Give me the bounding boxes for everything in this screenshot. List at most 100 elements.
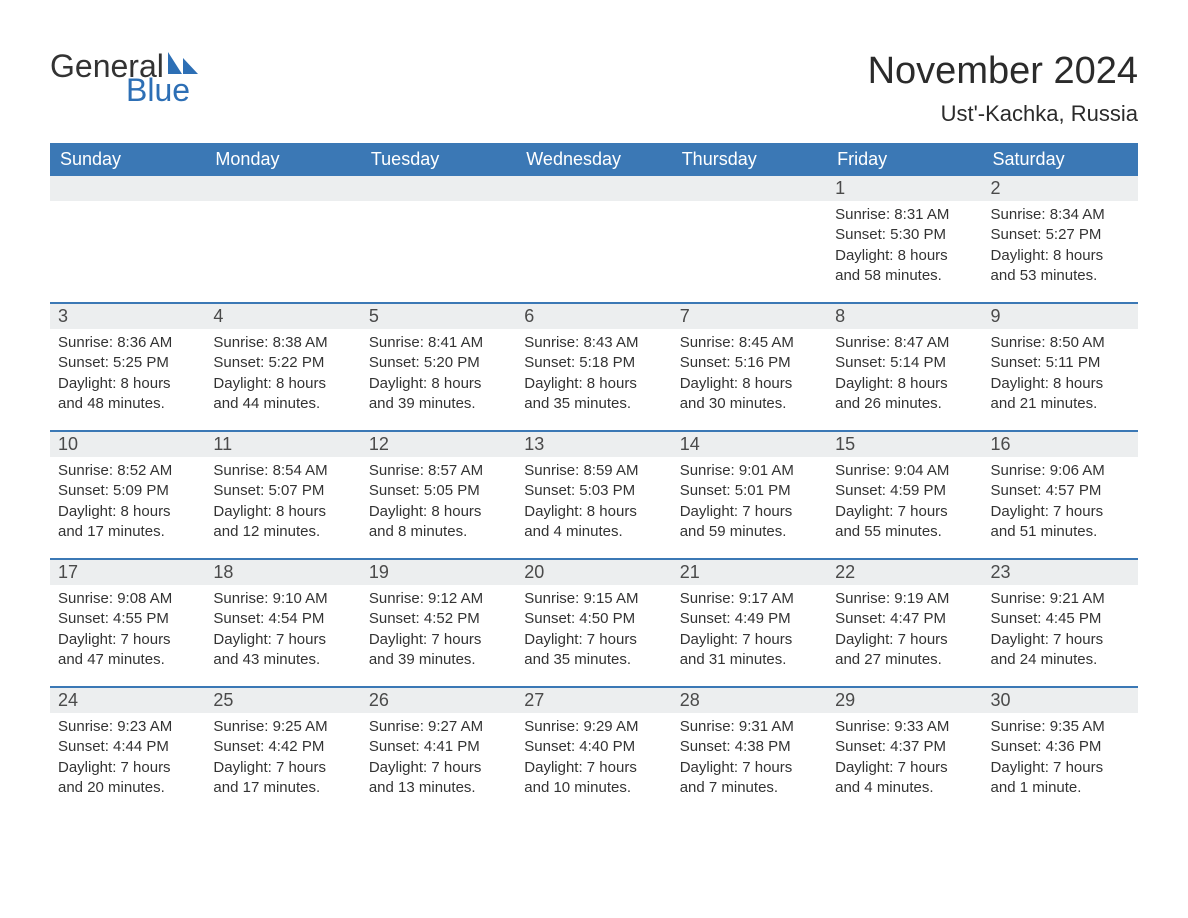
day-number: 21 — [672, 560, 827, 585]
calendar-day: 27Sunrise: 9:29 AMSunset: 4:40 PMDayligh… — [516, 688, 671, 814]
sunrise-text: Sunrise: 9:04 AM — [835, 461, 974, 481]
day-number: 10 — [50, 432, 205, 457]
logo: General Blue — [50, 50, 198, 106]
day-number: 30 — [983, 688, 1138, 713]
dow-friday: Friday — [827, 143, 982, 176]
calendar-day: . — [205, 176, 360, 302]
daylight-text-2: and 24 minutes. — [991, 650, 1130, 670]
sunset-text: Sunset: 4:52 PM — [369, 609, 508, 629]
day-details: Sunrise: 8:43 AMSunset: 5:18 PMDaylight:… — [516, 329, 671, 426]
day-details: Sunrise: 9:31 AMSunset: 4:38 PMDaylight:… — [672, 713, 827, 810]
sunset-text: Sunset: 4:54 PM — [213, 609, 352, 629]
sunrise-text: Sunrise: 8:57 AM — [369, 461, 508, 481]
day-details: Sunrise: 9:27 AMSunset: 4:41 PMDaylight:… — [361, 713, 516, 810]
sunrise-text: Sunrise: 8:54 AM — [213, 461, 352, 481]
sunset-text: Sunset: 4:38 PM — [680, 737, 819, 757]
day-details: Sunrise: 8:31 AMSunset: 5:30 PMDaylight:… — [827, 201, 982, 298]
day-details: Sunrise: 9:33 AMSunset: 4:37 PMDaylight:… — [827, 713, 982, 810]
day-number: 1 — [827, 176, 982, 201]
sunrise-text: Sunrise: 8:38 AM — [213, 333, 352, 353]
sunset-text: Sunset: 5:27 PM — [991, 225, 1130, 245]
day-number: 17 — [50, 560, 205, 585]
day-of-week-header: Sunday Monday Tuesday Wednesday Thursday… — [50, 143, 1138, 176]
day-details: Sunrise: 9:06 AMSunset: 4:57 PMDaylight:… — [983, 457, 1138, 554]
calendar-day: 25Sunrise: 9:25 AMSunset: 4:42 PMDayligh… — [205, 688, 360, 814]
calendar-day: 22Sunrise: 9:19 AMSunset: 4:47 PMDayligh… — [827, 560, 982, 686]
sunrise-text: Sunrise: 9:23 AM — [58, 717, 197, 737]
sunrise-text: Sunrise: 9:01 AM — [680, 461, 819, 481]
daylight-text-2: and 35 minutes. — [524, 650, 663, 670]
day-number: 18 — [205, 560, 360, 585]
day-details: Sunrise: 9:10 AMSunset: 4:54 PMDaylight:… — [205, 585, 360, 682]
daylight-text-1: Daylight: 7 hours — [58, 630, 197, 650]
dow-monday: Monday — [205, 143, 360, 176]
day-details: Sunrise: 8:45 AMSunset: 5:16 PMDaylight:… — [672, 329, 827, 426]
sunrise-text: Sunrise: 9:35 AM — [991, 717, 1130, 737]
calendar-day: 28Sunrise: 9:31 AMSunset: 4:38 PMDayligh… — [672, 688, 827, 814]
daylight-text-2: and 21 minutes. — [991, 394, 1130, 414]
sunrise-text: Sunrise: 9:08 AM — [58, 589, 197, 609]
daylight-text-2: and 7 minutes. — [680, 778, 819, 798]
daylight-text-1: Daylight: 7 hours — [58, 758, 197, 778]
sunset-text: Sunset: 5:20 PM — [369, 353, 508, 373]
sunset-text: Sunset: 5:01 PM — [680, 481, 819, 501]
daylight-text-1: Daylight: 7 hours — [369, 630, 508, 650]
sunrise-text: Sunrise: 9:25 AM — [213, 717, 352, 737]
sunrise-text: Sunrise: 8:31 AM — [835, 205, 974, 225]
day-number: 7 — [672, 304, 827, 329]
calendar-day: 23Sunrise: 9:21 AMSunset: 4:45 PMDayligh… — [983, 560, 1138, 686]
calendar-day: 19Sunrise: 9:12 AMSunset: 4:52 PMDayligh… — [361, 560, 516, 686]
sunrise-text: Sunrise: 8:50 AM — [991, 333, 1130, 353]
day-number: 20 — [516, 560, 671, 585]
daylight-text-1: Daylight: 8 hours — [58, 374, 197, 394]
calendar-day: 3Sunrise: 8:36 AMSunset: 5:25 PMDaylight… — [50, 304, 205, 430]
calendar-day: . — [50, 176, 205, 302]
sunset-text: Sunset: 4:55 PM — [58, 609, 197, 629]
calendar-day: 12Sunrise: 8:57 AMSunset: 5:05 PMDayligh… — [361, 432, 516, 558]
daylight-text-2: and 26 minutes. — [835, 394, 974, 414]
day-details: Sunrise: 8:34 AMSunset: 5:27 PMDaylight:… — [983, 201, 1138, 298]
sunset-text: Sunset: 4:40 PM — [524, 737, 663, 757]
sunrise-text: Sunrise: 9:29 AM — [524, 717, 663, 737]
daylight-text-2: and 44 minutes. — [213, 394, 352, 414]
day-number: 19 — [361, 560, 516, 585]
calendar-day: . — [672, 176, 827, 302]
calendar-week: 10Sunrise: 8:52 AMSunset: 5:09 PMDayligh… — [50, 430, 1138, 558]
day-details: Sunrise: 9:29 AMSunset: 4:40 PMDaylight:… — [516, 713, 671, 810]
sunset-text: Sunset: 4:57 PM — [991, 481, 1130, 501]
title-block: November 2024 Ust'-Kachka, Russia — [868, 50, 1138, 127]
calendar-day: 2Sunrise: 8:34 AMSunset: 5:27 PMDaylight… — [983, 176, 1138, 302]
day-number: . — [361, 176, 516, 201]
sunrise-text: Sunrise: 9:10 AM — [213, 589, 352, 609]
daylight-text-1: Daylight: 7 hours — [524, 758, 663, 778]
day-details: Sunrise: 8:41 AMSunset: 5:20 PMDaylight:… — [361, 329, 516, 426]
day-number: 6 — [516, 304, 671, 329]
sunrise-text: Sunrise: 9:31 AM — [680, 717, 819, 737]
calendar-day: 16Sunrise: 9:06 AMSunset: 4:57 PMDayligh… — [983, 432, 1138, 558]
daylight-text-1: Daylight: 7 hours — [369, 758, 508, 778]
day-details: Sunrise: 8:50 AMSunset: 5:11 PMDaylight:… — [983, 329, 1138, 426]
daylight-text-1: Daylight: 8 hours — [524, 374, 663, 394]
calendar-week: .....1Sunrise: 8:31 AMSunset: 5:30 PMDay… — [50, 176, 1138, 302]
sunset-text: Sunset: 4:45 PM — [991, 609, 1130, 629]
calendar-day: 8Sunrise: 8:47 AMSunset: 5:14 PMDaylight… — [827, 304, 982, 430]
sunrise-text: Sunrise: 8:52 AM — [58, 461, 197, 481]
daylight-text-2: and 13 minutes. — [369, 778, 508, 798]
day-number: 4 — [205, 304, 360, 329]
calendar-day: 9Sunrise: 8:50 AMSunset: 5:11 PMDaylight… — [983, 304, 1138, 430]
day-details: Sunrise: 9:25 AMSunset: 4:42 PMDaylight:… — [205, 713, 360, 810]
calendar-day: 13Sunrise: 8:59 AMSunset: 5:03 PMDayligh… — [516, 432, 671, 558]
daylight-text-2: and 12 minutes. — [213, 522, 352, 542]
daylight-text-1: Daylight: 7 hours — [680, 758, 819, 778]
day-details: Sunrise: 9:19 AMSunset: 4:47 PMDaylight:… — [827, 585, 982, 682]
dow-wednesday: Wednesday — [516, 143, 671, 176]
daylight-text-2: and 48 minutes. — [58, 394, 197, 414]
sunset-text: Sunset: 5:07 PM — [213, 481, 352, 501]
daylight-text-1: Daylight: 8 hours — [369, 374, 508, 394]
day-details: Sunrise: 9:01 AMSunset: 5:01 PMDaylight:… — [672, 457, 827, 554]
daylight-text-1: Daylight: 8 hours — [213, 502, 352, 522]
daylight-text-2: and 58 minutes. — [835, 266, 974, 286]
daylight-text-2: and 4 minutes. — [835, 778, 974, 798]
sunset-text: Sunset: 4:36 PM — [991, 737, 1130, 757]
calendar-day: 14Sunrise: 9:01 AMSunset: 5:01 PMDayligh… — [672, 432, 827, 558]
